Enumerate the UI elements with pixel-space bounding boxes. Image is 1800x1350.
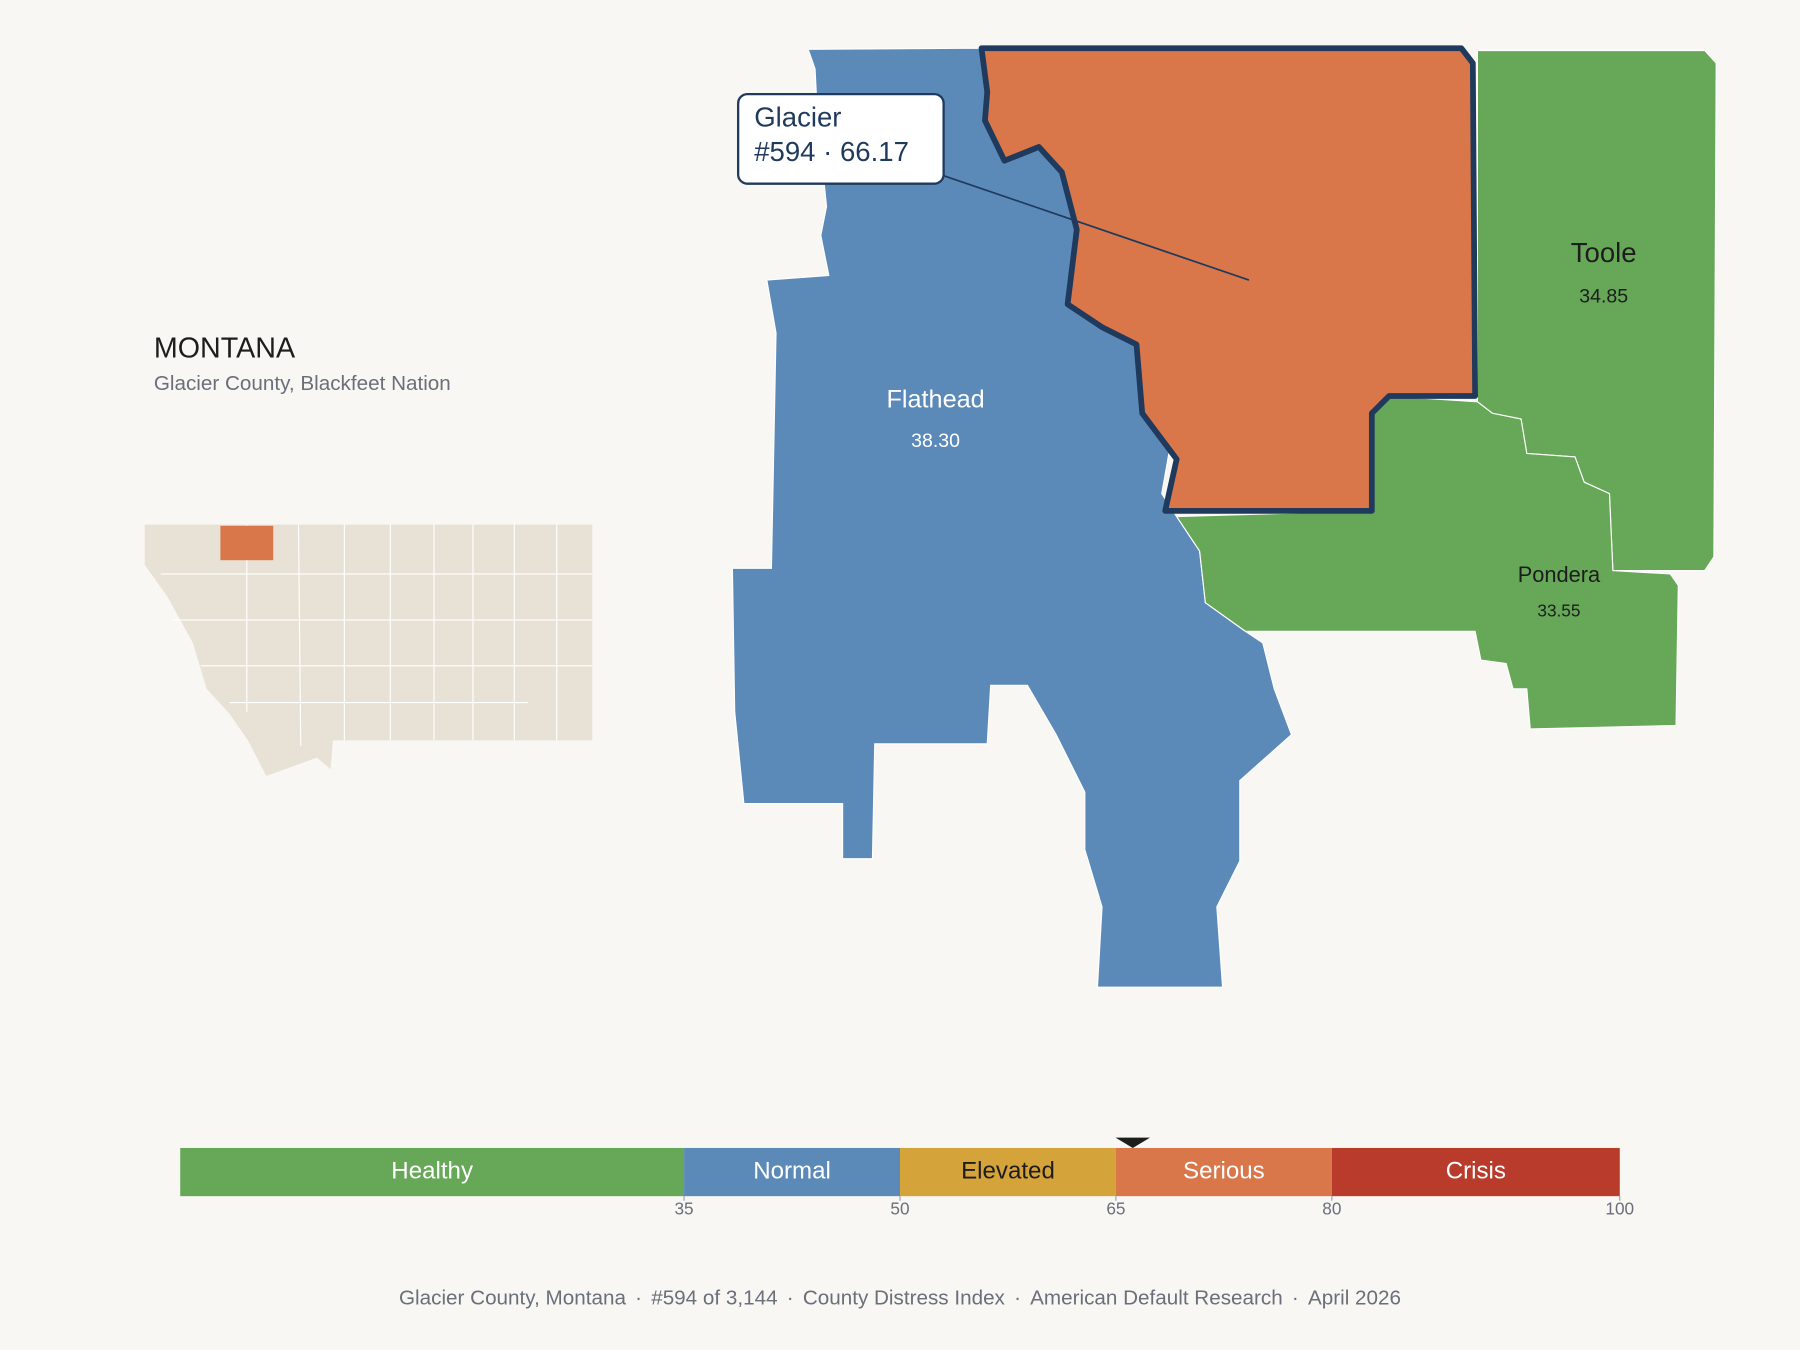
- legend-label: Crisis: [1446, 1157, 1506, 1184]
- legend-band: [180, 1147, 685, 1197]
- footer-separator: ·: [635, 1287, 642, 1310]
- legend-tick-label: 80: [1322, 1198, 1341, 1218]
- tooltip-box: [736, 92, 945, 185]
- footer-part: April 2026: [1308, 1287, 1401, 1310]
- legend-label: Healthy: [391, 1157, 473, 1184]
- legend-band: [1331, 1147, 1620, 1197]
- legend-label: Normal: [753, 1157, 831, 1184]
- legend-tick-label: 35: [674, 1198, 693, 1218]
- legend-band: [900, 1147, 1116, 1197]
- county-value: 34.85: [1579, 285, 1628, 307]
- inset-map: [144, 524, 593, 777]
- footer-part: #594 of 3,144: [651, 1287, 777, 1310]
- footer-part: Glacier County, Montana: [399, 1287, 626, 1310]
- legend-band: [684, 1147, 900, 1197]
- tooltip-title: Glacier: [754, 102, 841, 133]
- legend-tick-label: 65: [1106, 1198, 1125, 1218]
- footer: Glacier County, Montana · #594 of 3,144 · Co…: [399, 1287, 1401, 1310]
- state-title: MONTANA: [154, 333, 296, 365]
- county-label: Pondera: [1518, 562, 1601, 587]
- legend-tick-label: 100: [1605, 1198, 1634, 1218]
- legend-band: [1115, 1147, 1332, 1197]
- legend-label: Serious: [1183, 1157, 1265, 1184]
- legend: Healthy Normal Elevated Serious Crisis 35 50 65…: [180, 1137, 1634, 1218]
- footer-part: American Default Research: [1030, 1287, 1283, 1310]
- county-value: 38.30: [911, 430, 960, 452]
- county-glacier[interactable]: [978, 45, 1478, 514]
- county-label: Flathead: [886, 385, 984, 413]
- tooltip-line: #594 · 66.17: [754, 136, 909, 167]
- footer-separator: ·: [787, 1287, 794, 1310]
- tooltip-leader: [943, 174, 1250, 281]
- inset-glacier: [220, 525, 274, 561]
- footer-separator: ·: [1292, 1287, 1299, 1310]
- footer-part: County Distress Index: [803, 1287, 1006, 1310]
- county-pondera[interactable]: [1175, 395, 1679, 730]
- tooltip: Glacier #594 · 66.17: [736, 92, 1250, 281]
- footer-separator: ·: [1014, 1287, 1021, 1310]
- inset-county-lines: [160, 524, 593, 747]
- county-value: 33.55: [1537, 600, 1580, 620]
- legend-label: Elevated: [961, 1157, 1055, 1184]
- counties: [731, 45, 1717, 988]
- inset-state: [144, 524, 593, 777]
- legend-tick-label: 50: [890, 1198, 909, 1218]
- legend-marker: [1115, 1137, 1150, 1148]
- county-label: Toole: [1571, 237, 1637, 268]
- subtitle: Glacier County, Blackfeet Nation: [154, 372, 451, 395]
